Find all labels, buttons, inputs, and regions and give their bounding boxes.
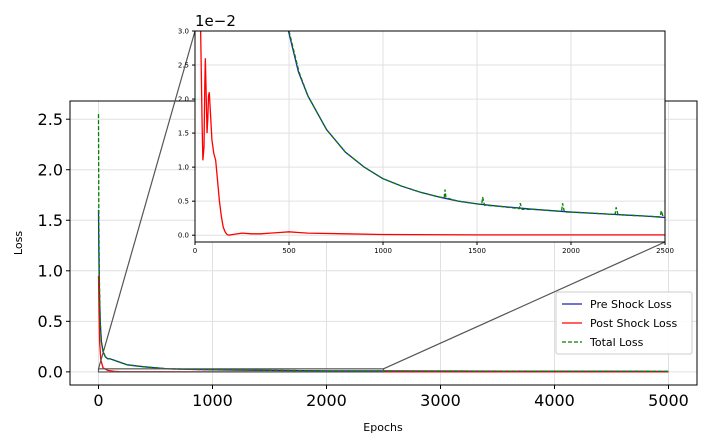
main-x-tick-label: 0 — [93, 391, 103, 410]
inset-plot-frame — [194, 30, 666, 243]
inset-series-post-shock-loss — [199, 31, 665, 236]
inset-y-tick-label: 3.0 — [178, 28, 189, 36]
inset-x-tick-label: 1500 — [468, 247, 486, 255]
main-x-tick-label: 3000 — [420, 391, 461, 410]
inset-background — [195, 31, 665, 242]
inset-x-tick-label: 2000 — [562, 247, 580, 255]
zoom-region-box — [97, 368, 385, 373]
zoom-region-indicator — [97, 368, 385, 373]
main-y-tick-label: 2.5 — [38, 110, 63, 129]
inset-scale-label: 1e−2 — [195, 12, 236, 30]
inset-y-tick-label: 2.0 — [178, 96, 189, 104]
inset-series-total-loss — [288, 31, 665, 219]
main-series-total-loss — [97, 114, 669, 373]
inset-y-tick-label: 0.5 — [178, 198, 189, 206]
main-y-tick-label: 1.5 — [38, 211, 63, 230]
legend-label-total-loss: Total Loss — [589, 336, 644, 349]
inset-y-tick-label: 0.0 — [178, 232, 189, 240]
legend-label-pre-shock-loss: Pre Shock Loss — [590, 298, 672, 311]
main-x-tick-label: 1000 — [192, 391, 233, 410]
inset-y-tick-label: 2.5 — [178, 62, 189, 70]
main-x-tick-label: 4000 — [534, 391, 575, 410]
inset-x-tick-label: 500 — [282, 247, 295, 255]
legend-box — [555, 291, 693, 355]
main-y-tick-label: 2.0 — [38, 160, 63, 179]
main-y-tick-label: 0.0 — [38, 363, 63, 382]
main-x-tick-label: 5000 — [648, 391, 689, 410]
main-y-tick-label: 0.5 — [38, 312, 63, 331]
inset-connector-right — [383, 241, 666, 370]
inset-y-tick-label: 1.5 — [178, 130, 189, 138]
legend-label-post-shock-loss: Post Shock Loss — [590, 317, 678, 330]
y-axis-label: Loss — [12, 231, 25, 255]
main-x-tick-label: 2000 — [306, 391, 347, 410]
inset-x-tick-label: 2500 — [656, 247, 674, 255]
inset-connector-left — [97, 30, 196, 369]
x-axis-label: Epochs — [363, 421, 403, 434]
inset-axes: 0 500 1000 1500 2000 2500 0.0 0.5 1.0 1.5 2.0 2.5 3… — [178, 12, 674, 255]
main-y-tick-label: 1.0 — [38, 262, 63, 281]
inset-x-tick-label: 1000 — [374, 247, 392, 255]
inset-y-tick-label: 1.0 — [178, 164, 189, 172]
inset-x-tick-label: 0 — [193, 247, 197, 255]
legend: Pre Shock Loss Post Shock Loss Total Loss — [555, 291, 693, 355]
